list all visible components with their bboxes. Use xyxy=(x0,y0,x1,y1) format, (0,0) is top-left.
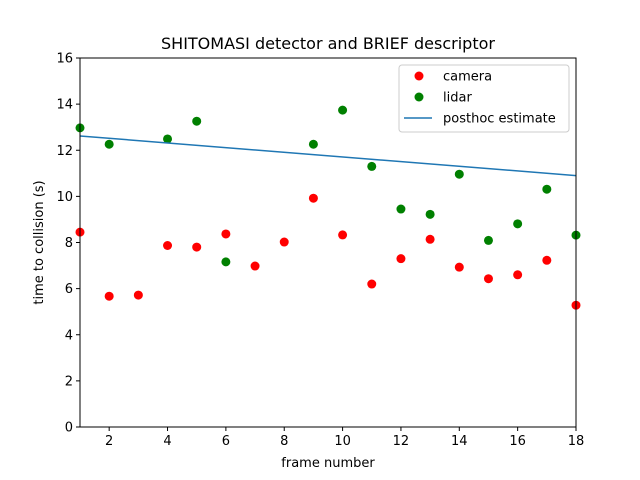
data-point-camera xyxy=(308,193,318,203)
data-point-lidar xyxy=(192,116,202,126)
chart-title: SHITOMASI detector and BRIEF descriptor xyxy=(161,34,495,53)
x-axis-label: frame number xyxy=(281,456,375,471)
data-point-camera xyxy=(192,242,202,252)
y-tick-label: 4 xyxy=(65,328,73,343)
x-tick-label: 2 xyxy=(105,434,113,449)
data-point-camera xyxy=(425,234,435,244)
x-tick-label: 10 xyxy=(334,434,351,449)
data-point-camera xyxy=(542,255,552,265)
data-point-camera xyxy=(250,261,260,271)
y-tick-label: 16 xyxy=(56,52,73,67)
data-point-lidar xyxy=(396,204,406,214)
data-point-lidar xyxy=(454,169,464,179)
data-point-lidar xyxy=(163,134,173,144)
y-tick-label: 10 xyxy=(56,190,73,205)
legend-label: posthoc estimate xyxy=(443,112,556,127)
data-point-lidar xyxy=(338,105,348,115)
legend: camera lidar posthoc estimate xyxy=(398,64,570,133)
x-tick-label: 8 xyxy=(280,434,288,449)
x-tick-label: 14 xyxy=(451,434,468,449)
legend-box xyxy=(398,64,570,133)
data-point-lidar xyxy=(104,139,114,149)
series-line-posthoc-estimate xyxy=(79,135,577,177)
y-axis: 0 2 4 6 8 10 12 14 16 xyxy=(56,52,80,436)
x-tick-label: 4 xyxy=(163,434,171,449)
y-tick-label: 0 xyxy=(65,421,73,436)
y-tick-label: 12 xyxy=(56,144,73,159)
legend-marker-icon xyxy=(414,71,424,81)
y-tick-label: 6 xyxy=(65,282,73,297)
x-axis: 2 4 6 8 10 12 14 16 18 xyxy=(105,427,584,449)
x-tick-label: 18 xyxy=(568,434,585,449)
data-point-camera xyxy=(483,274,493,284)
legend-label: lidar xyxy=(443,91,472,106)
data-point-camera xyxy=(396,254,406,264)
data-point-lidar xyxy=(221,257,231,267)
data-point-camera xyxy=(279,237,289,247)
data-point-camera xyxy=(338,230,348,240)
data-point-lidar xyxy=(542,184,552,194)
data-point-lidar xyxy=(425,209,435,219)
legend-label: camera xyxy=(443,70,492,85)
data-point-camera xyxy=(104,291,114,301)
data-point-camera xyxy=(133,290,143,300)
x-tick-label: 16 xyxy=(509,434,526,449)
x-tick-label: 12 xyxy=(393,434,410,449)
plot-area xyxy=(75,105,581,310)
data-point-lidar xyxy=(513,219,523,229)
y-tick-label: 8 xyxy=(65,236,73,251)
y-tick-label: 2 xyxy=(65,374,73,389)
data-point-camera xyxy=(513,270,523,280)
data-point-camera xyxy=(454,262,464,272)
data-point-camera xyxy=(221,229,231,239)
data-point-camera xyxy=(163,240,173,250)
x-tick-label: 6 xyxy=(222,434,230,449)
data-point-lidar xyxy=(308,139,318,149)
y-tick-label: 14 xyxy=(56,98,73,113)
y-axis-label: time to collision (s) xyxy=(32,180,47,304)
data-point-lidar xyxy=(483,235,493,245)
data-point-camera xyxy=(367,279,377,289)
legend-marker-icon xyxy=(414,92,424,102)
data-point-lidar xyxy=(367,161,377,171)
